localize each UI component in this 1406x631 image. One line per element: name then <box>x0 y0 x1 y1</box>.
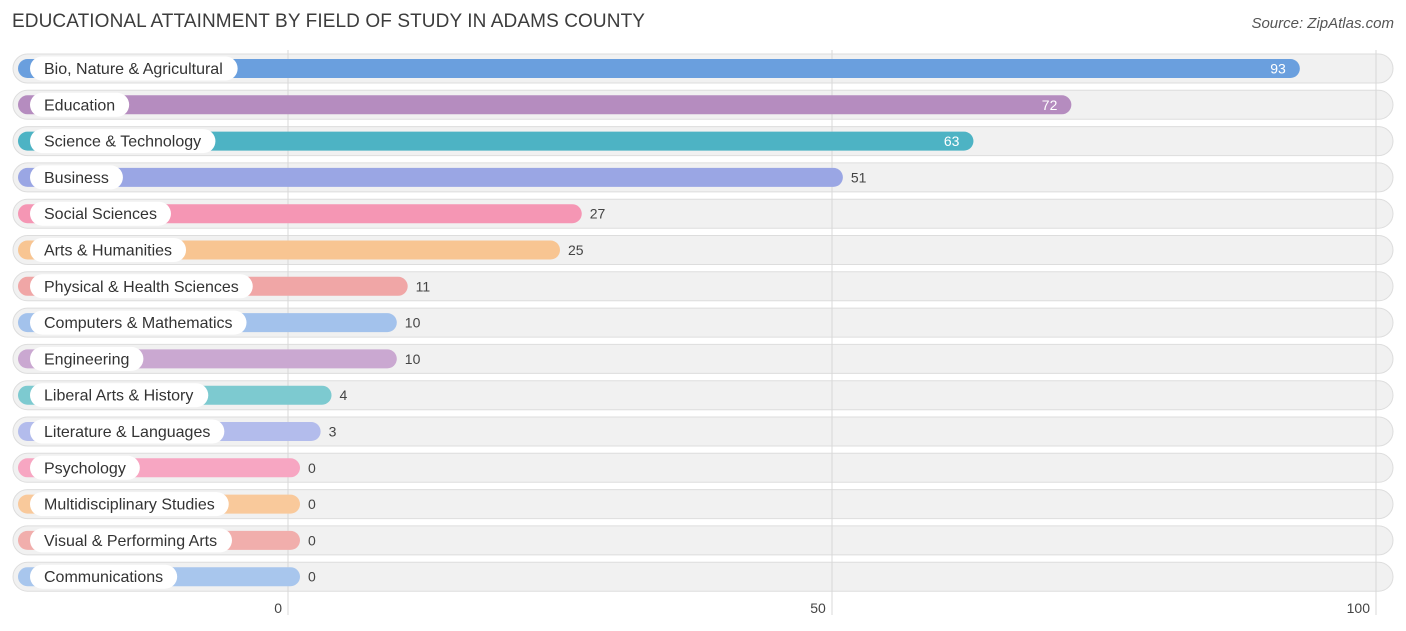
bar <box>18 167 843 187</box>
data-label: 25 <box>568 242 584 258</box>
category-label-pill <box>30 528 232 553</box>
source-credit: Source: ZipAtlas.com <box>1251 15 1394 32</box>
category-label: Science & Technology <box>44 134 201 151</box>
bar <box>18 131 974 151</box>
data-label: 51 <box>851 169 867 185</box>
category-label-pill <box>30 346 144 371</box>
category-label: Physical & Health Sciences <box>44 279 239 296</box>
bar <box>18 59 1300 78</box>
data-label: 93 <box>1270 61 1286 77</box>
x-tick-label: 100 <box>1347 600 1371 616</box>
data-label: 10 <box>405 351 421 367</box>
category-label-pill <box>30 455 140 480</box>
data-label: 0 <box>308 460 316 476</box>
data-label: 72 <box>1042 97 1058 113</box>
data-label: 3 <box>329 424 337 440</box>
data-label: 63 <box>944 133 960 149</box>
data-label: 4 <box>340 387 348 403</box>
category-label: Visual & Performing Arts <box>44 533 217 550</box>
category-label: Literature & Languages <box>44 424 210 441</box>
row-background <box>12 561 1394 592</box>
category-label-pill <box>30 56 238 81</box>
category-label: Engineering <box>44 351 129 368</box>
category-label-pill <box>30 92 130 117</box>
category-label: Social Sciences <box>44 206 157 223</box>
category-label-pill <box>30 129 216 154</box>
category-label: Education <box>44 97 115 114</box>
category-label-pill <box>30 564 178 589</box>
data-label: 10 <box>405 315 421 331</box>
category-label: Multidisciplinary Studies <box>44 497 215 514</box>
category-label: Computers & Mathematics <box>44 315 233 332</box>
category-label: Arts & Humanities <box>44 243 172 260</box>
x-tick-label: 0 <box>274 600 282 616</box>
category-label-pill <box>30 201 171 226</box>
category-label: Liberal Arts & History <box>44 388 193 405</box>
category-label-pill <box>30 310 247 335</box>
data-label: 0 <box>308 532 316 548</box>
category-label-pill <box>30 492 229 517</box>
bars: Bio, Nature & Agricultural 93 Education 72 S… <box>18 56 1300 589</box>
x-tick-label: 50 <box>810 600 826 616</box>
category-label-pill <box>30 238 187 262</box>
row-background <box>12 525 1394 556</box>
category-label-pill <box>30 419 225 444</box>
data-label: 11 <box>416 278 431 294</box>
category-label: Psychology <box>44 460 126 477</box>
row-background <box>12 489 1394 520</box>
chart-title: EDUCATIONAL ATTAINMENT BY FIELD OF STUDY… <box>12 11 646 32</box>
bar <box>18 95 1072 115</box>
category-label: Business <box>44 170 109 187</box>
x-axis-ticks: 0 50 100 <box>274 600 1370 616</box>
category-label-pill <box>30 383 209 408</box>
data-label: 0 <box>308 569 316 585</box>
row-background <box>12 416 1394 447</box>
row-background <box>12 380 1394 411</box>
data-label: 27 <box>590 206 606 222</box>
category-label-pill <box>30 165 123 190</box>
data-label: 0 <box>308 496 316 512</box>
category-label: Bio, Nature & Agricultural <box>44 61 223 78</box>
category-label-pill <box>30 274 253 299</box>
row-background <box>12 452 1394 483</box>
category-label: Communications <box>44 569 163 586</box>
